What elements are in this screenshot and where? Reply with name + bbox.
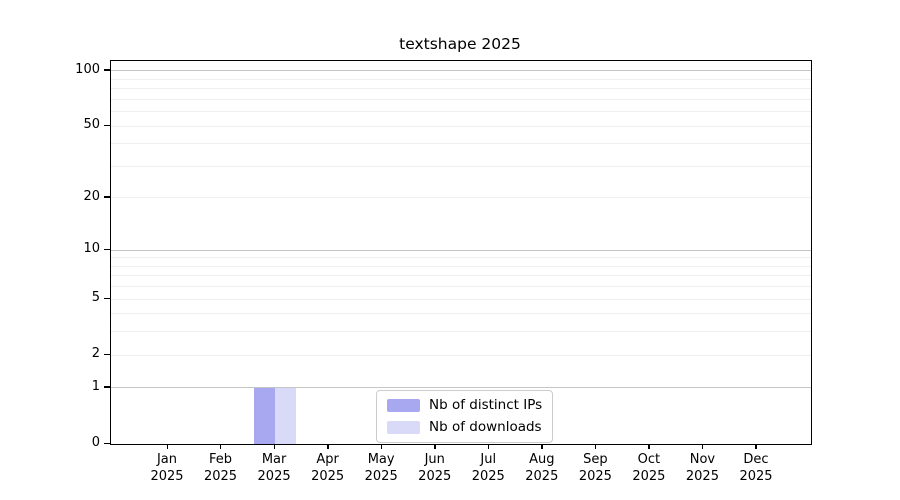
chart-title: textshape 2025: [399, 35, 521, 53]
x-tick-mark: [755, 444, 757, 450]
y-tick-mark: [104, 297, 110, 299]
y-tick-mark: [104, 196, 110, 198]
x-tick-mark: [594, 444, 597, 450]
x-tick-mark: [648, 444, 650, 450]
x-tick-label: Sep 2025: [578, 452, 612, 484]
minor-gridline: [111, 298, 811, 300]
x-tick-mark: [220, 444, 222, 450]
x-tick-label: Dec 2025: [739, 452, 773, 484]
minor-gridline: [111, 275, 811, 277]
minor-gridline: [111, 125, 811, 127]
x-tick-label: Jun 2025: [418, 452, 452, 484]
y-tick-mark: [104, 248, 110, 250]
x-tick-mark: [327, 444, 329, 450]
x-tick-label: Oct 2025: [632, 452, 666, 484]
legend-item: Nb of distinct IPs: [387, 398, 542, 413]
x-tick-label: Jan 2025: [150, 452, 184, 484]
minor-gridline: [111, 257, 811, 259]
y-tick-mark: [104, 124, 110, 126]
y-tick-label: 50: [83, 117, 100, 133]
legend-swatch: [387, 399, 420, 412]
y-tick-label: 2: [91, 346, 100, 362]
minor-gridline: [111, 111, 811, 113]
major-gridline: [111, 70, 811, 72]
minor-gridline: [111, 98, 811, 100]
minor-gridline: [111, 331, 811, 333]
x-tick-mark: [701, 444, 704, 450]
major-gridline: [111, 249, 811, 251]
x-tick-label: Mar 2025: [257, 452, 291, 484]
y-tick-mark: [104, 69, 110, 71]
y-tick-label: 100: [75, 61, 100, 77]
x-tick-mark: [380, 444, 383, 450]
minor-gridline: [111, 78, 811, 80]
y-tick-label: 20: [83, 188, 100, 204]
y-tick-label: 1: [91, 378, 100, 394]
major-gridline: [111, 387, 811, 389]
legend-label: Nb of distinct IPs: [429, 397, 543, 413]
minor-gridline: [111, 88, 811, 90]
x-tick-mark: [166, 444, 168, 450]
minor-gridline: [111, 197, 811, 199]
x-tick-label: May 2025: [364, 452, 398, 484]
plot-area: Nb of distinct IPs Nb of downloads: [110, 60, 812, 445]
minor-gridline: [111, 286, 811, 288]
minor-gridline: [111, 265, 811, 267]
x-tick-mark: [541, 444, 543, 450]
y-tick-mark: [104, 353, 110, 356]
y-tick-mark: [104, 386, 110, 388]
x-tick-mark: [273, 444, 275, 450]
y-tick-label: 5: [91, 290, 100, 306]
x-tick-mark: [434, 444, 436, 450]
x-tick-label: Apr 2025: [311, 452, 345, 484]
x-tick-label: Aug 2025: [525, 452, 559, 484]
legend: Nb of distinct IPs Nb of downloads: [376, 390, 554, 443]
legend-item: Nb of downloads: [387, 420, 542, 435]
y-tick-mark: [104, 442, 110, 444]
y-tick-label: 10: [83, 241, 100, 257]
minor-gridline: [111, 165, 811, 167]
bar-nb-of-downloads: [275, 387, 297, 444]
minor-gridline: [111, 354, 811, 356]
minor-gridline: [111, 313, 811, 315]
x-tick-label: Nov 2025: [685, 452, 719, 484]
x-tick-mark: [487, 444, 490, 450]
y-tick-label: 0: [91, 435, 100, 450]
minor-gridline: [111, 143, 811, 145]
legend-swatch: [387, 421, 420, 434]
x-tick-label: Jul 2025: [471, 452, 505, 484]
x-tick-label: Feb 2025: [203, 452, 238, 484]
legend-label: Nb of downloads: [429, 419, 542, 435]
bar-nb-of-distinct-ips: [254, 387, 276, 444]
